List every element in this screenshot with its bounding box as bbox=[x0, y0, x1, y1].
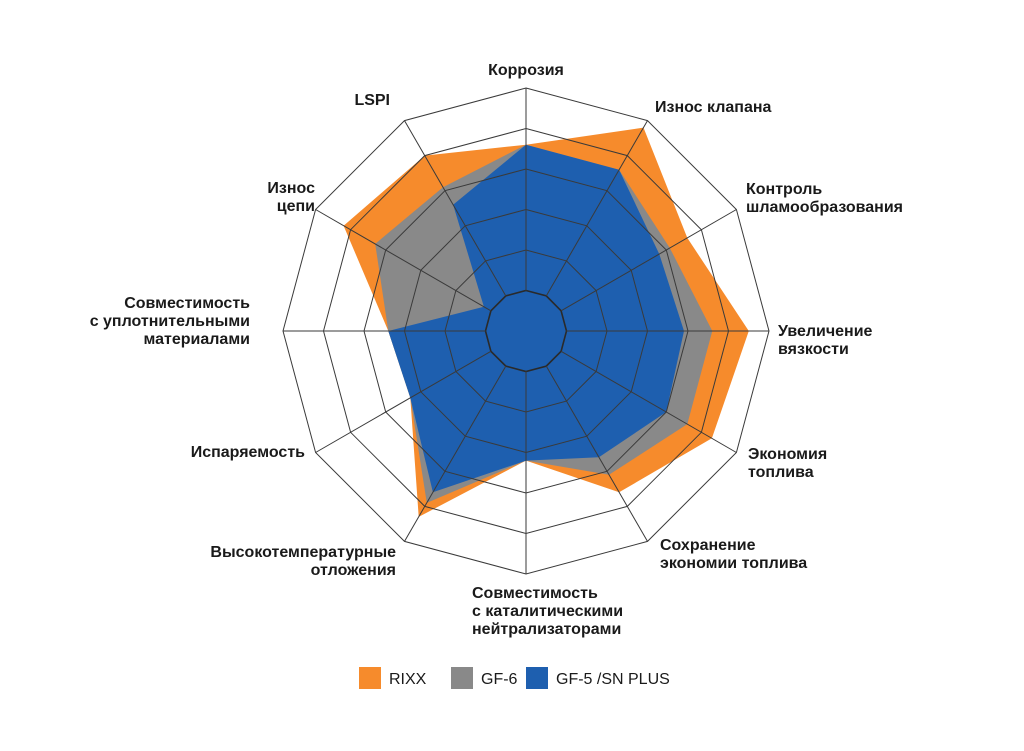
grid-layer bbox=[282, 87, 770, 575]
axis-label-line: Износ клапана bbox=[655, 99, 772, 116]
legend-label-1: GF-6 bbox=[481, 671, 518, 688]
axis-label-line: Износ bbox=[267, 180, 315, 197]
grid-spoke bbox=[404, 365, 507, 542]
axis-labels: Коррозия Износ клапана Контроль шламообразо… bbox=[90, 62, 903, 638]
axis-label-6: Совместимость с каталитическими нейтрализа… bbox=[472, 585, 623, 638]
axis-label-line: Совместимость bbox=[472, 585, 598, 602]
axis-label-9: Совместимость с уплотнительными материалам… bbox=[90, 295, 250, 348]
legend: RIXX GF-6 GF-5 /SN PLUS bbox=[359, 667, 670, 689]
axis-label-line: шламообразования bbox=[746, 199, 903, 216]
legend-label-0: RIXX bbox=[389, 671, 427, 688]
legend-swatch-1 bbox=[451, 667, 473, 689]
axis-label-line: Испаряемость bbox=[191, 444, 305, 461]
axis-label-line: нейтрализаторами bbox=[472, 621, 621, 638]
axis-label-line: отложения bbox=[311, 562, 396, 579]
axis-label-line: вязкости bbox=[778, 341, 849, 358]
legend-swatch-0 bbox=[359, 667, 381, 689]
grid-spoke bbox=[315, 209, 492, 312]
axis-label-7: Высокотемпературные отложения bbox=[210, 544, 396, 579]
axis-label-line: Контроль bbox=[746, 181, 822, 198]
grid-spoke bbox=[545, 120, 648, 297]
grid-spoke bbox=[545, 365, 648, 542]
axis-label-line: Увеличение bbox=[778, 323, 873, 340]
axis-label-line: LSPI bbox=[354, 92, 390, 109]
axis-label-3: Увеличение вязкости bbox=[778, 323, 873, 358]
grid-spoke bbox=[560, 209, 737, 312]
axis-label-line: материалами bbox=[144, 331, 251, 348]
series-layer bbox=[343, 127, 749, 517]
axis-label-0: Коррозия bbox=[488, 62, 564, 79]
axis-label-line: Высокотемпературные bbox=[210, 544, 396, 561]
axis-label-2: Контроль шламообразования bbox=[746, 181, 903, 216]
legend-swatch-2 bbox=[526, 667, 548, 689]
axis-label-line: Сохранение bbox=[660, 537, 756, 554]
grid-spoke bbox=[560, 350, 737, 453]
axis-label-1: Износ клапана bbox=[655, 99, 772, 116]
axis-label-10: Износ цепи bbox=[267, 180, 315, 215]
axis-label-line: с уплотнительными bbox=[90, 313, 250, 330]
axis-label-line: Экономия bbox=[748, 446, 827, 463]
axis-label-line: топлива bbox=[748, 464, 814, 481]
grid-spoke bbox=[404, 120, 507, 297]
axis-label-5: Сохранение экономии топлива bbox=[660, 537, 807, 572]
axis-label-line: Коррозия bbox=[488, 62, 564, 79]
axis-label-8: Испаряемость bbox=[191, 444, 305, 461]
axis-label-line: экономии топлива bbox=[660, 555, 807, 572]
axis-label-line: цепи bbox=[277, 198, 315, 215]
legend-label-2: GF-5 /SN PLUS bbox=[556, 671, 670, 688]
axis-label-4: Экономия топлива bbox=[748, 446, 827, 481]
axis-label-line: с каталитическими bbox=[472, 603, 623, 620]
series-area-2 bbox=[388, 144, 684, 493]
axis-label-line: Совместимость bbox=[124, 295, 250, 312]
axis-label-11: LSPI bbox=[354, 92, 390, 109]
grid-spoke bbox=[315, 350, 492, 453]
